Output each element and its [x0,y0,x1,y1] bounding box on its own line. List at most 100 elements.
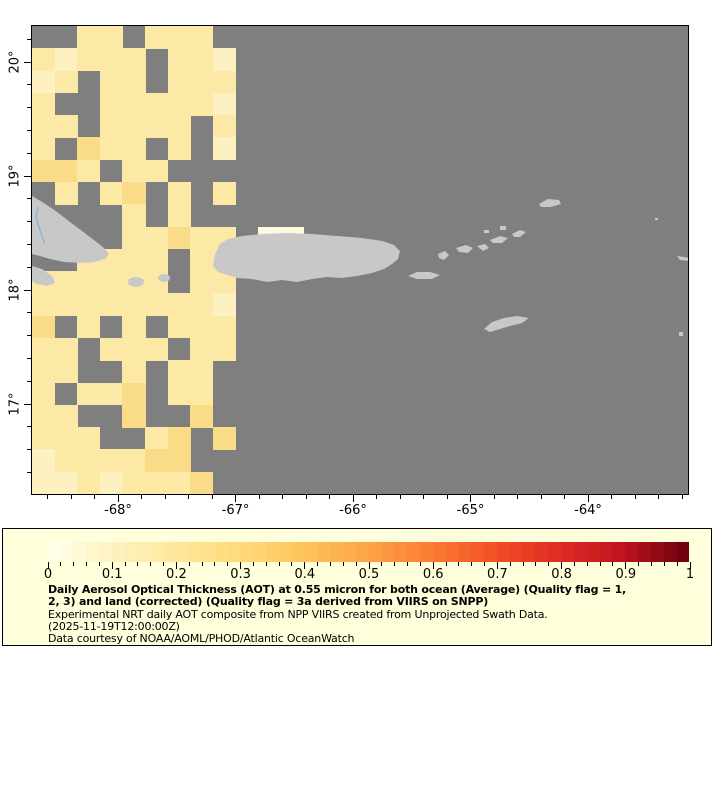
colorbar-step [535,542,549,562]
lat-minor-tick [27,426,31,428]
lon-minor-tick [305,495,307,499]
colorbar-step [445,542,459,562]
aot-cell [167,92,191,116]
lon-minor-tick [211,495,213,499]
colorbar-step [99,542,113,562]
lon-minor-tick [376,495,377,499]
aot-cell [190,315,214,339]
colorbar-minor-tick [599,562,601,566]
aot-cell [167,315,191,339]
aot-cell [212,115,237,138]
aot-cell [54,360,78,384]
colorbar-minor-tick [98,562,100,566]
lon-minor-tick [258,495,260,499]
colorbar-minor-tick [535,562,537,566]
colorbar-step [471,542,485,562]
colorbar-step [150,542,164,562]
aot-cell [190,360,214,384]
aot-cell [99,293,123,317]
aot-cell [190,248,214,272]
colorbar-minor-tick [458,562,460,566]
colorbar-minor-tick [342,562,344,566]
colorbar-minor-tick [522,562,524,566]
aot-cell [99,338,123,361]
colorbar-step [201,542,215,562]
aot-cell [145,427,169,450]
aot-cell [212,137,237,161]
colorbar-step [112,542,125,562]
colorbar-step [663,542,677,562]
aot-cell [190,226,214,250]
lon-minor-tick [94,495,95,499]
legend-credit: Data courtesy of NOAA/AOML/PHOD/Atlantic… [48,632,355,646]
lon-major-tick [470,495,471,502]
colorbar-tick-label: 1 [685,567,695,582]
colorbar-step [407,542,421,562]
colorbar-minor-tick [291,562,293,566]
lat-tick-label: 19° [7,164,23,188]
colorbar-step [625,542,639,562]
aot-cell [167,449,191,473]
aot-cell [145,226,169,250]
aot-cell [167,360,191,384]
lon-minor-tick [141,495,142,499]
lon-tick-label: -65° [456,503,485,518]
colorbar-minor-tick [86,562,88,566]
aot-cell [145,248,169,272]
aot-cell [190,70,214,94]
colorbar-tick-label: 0.8 [551,567,572,582]
colorbar-step [278,542,292,562]
aot-cell [190,382,214,406]
aot-cell [99,26,123,49]
aot-cell [167,382,191,406]
aot-cell [122,471,146,494]
lat-minor-tick [27,107,31,109]
aot-cell [77,26,101,49]
aot-cell [167,182,191,205]
lon-tick-label: -67° [221,503,250,518]
lat-minor-tick [27,221,31,223]
aot-cell [54,182,78,205]
lon-minor-tick [681,495,683,499]
aot-cell [190,471,214,494]
aot-cell [122,248,146,272]
colorbar-minor-tick [265,562,267,566]
colorbar-minor-tick [573,562,575,566]
aot-cell [122,360,146,384]
lat-major-tick [24,403,31,405]
colorbar-minor-tick [317,562,319,566]
colorbar-tick-label: 0.4 [294,567,316,582]
colorbar-major-tick [240,562,242,569]
legend-title-line2: 2, 3) and land (corrected) (Quality flag… [48,595,489,609]
colorbar-step [330,542,344,562]
colorbar-minor-tick [445,562,447,566]
colorbar-step [381,542,395,562]
lon-major-tick [235,495,236,502]
lon-minor-tick [329,495,330,499]
colorbar-step [73,542,87,562]
coastline-layer [32,196,688,336]
lon-minor-tick [564,495,565,499]
aot-cell [145,449,169,473]
lon-major-tick [587,495,589,502]
aot-cell [190,338,214,361]
landmass-mona-island [128,277,144,287]
aot-cell [212,293,237,317]
colorbar-step [266,542,279,562]
colorbar-major-tick [368,562,370,569]
aot-cell [167,226,191,250]
colorbar-step [86,542,100,562]
aot-cell [122,70,146,94]
aot-cell [190,271,214,294]
aot-cell [167,137,191,161]
aot-cell [77,427,101,450]
aot-cell [54,471,78,494]
colorbar-step [343,542,356,562]
lon-minor-tick [399,495,401,499]
aot-cell [212,70,237,94]
aot-map [31,25,689,495]
aot-cell [122,382,146,406]
aot-cell [122,115,146,138]
aot-cell [212,271,237,294]
colorbar-step [522,542,536,562]
